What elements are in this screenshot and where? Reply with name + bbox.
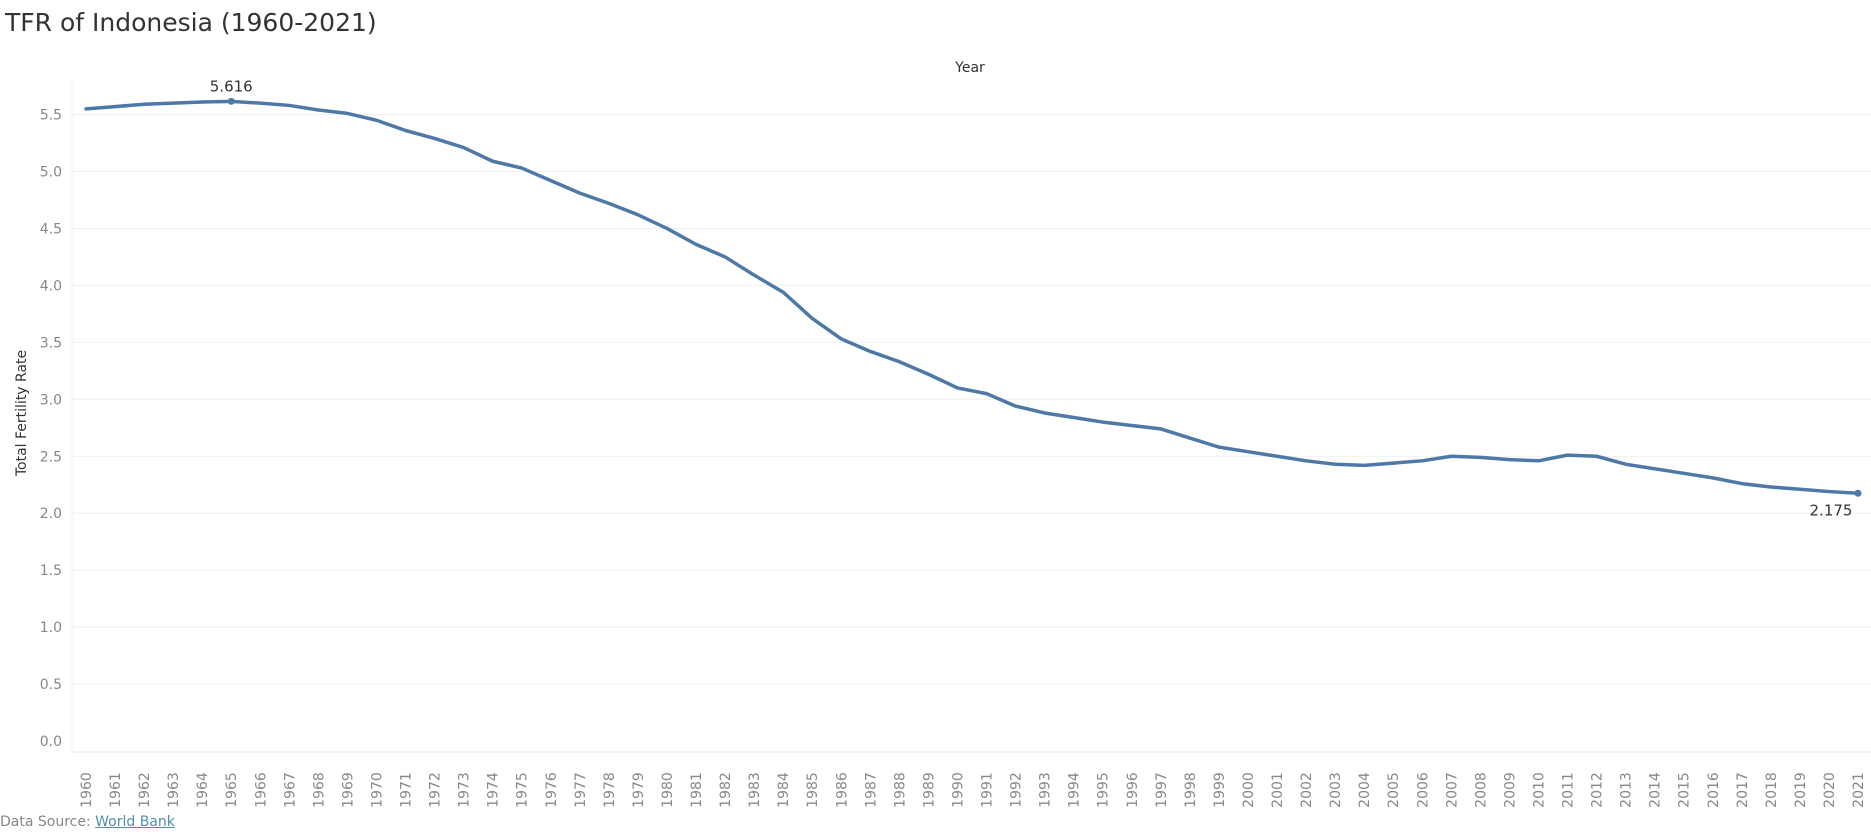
x-tick-label: 2010 — [1531, 772, 1547, 808]
x-tick-label: 2017 — [1735, 772, 1751, 808]
x-axis-title: Year — [954, 60, 985, 76]
x-tick-label: 1987 — [863, 772, 879, 808]
data-source-label: Data Source: — [0, 814, 96, 830]
x-tick-label: 1990 — [950, 772, 966, 808]
y-tick-label: 4.0 — [40, 278, 62, 294]
x-axis-ticks: 1960 1961 1962 1963 1964 1965 1966 1967 1968 1969… — [79, 772, 1867, 808]
x-tick-label: 2005 — [1386, 772, 1402, 808]
x-tick-label: 2020 — [1822, 772, 1838, 808]
x-tick-label: 1965 — [224, 772, 240, 808]
y-tick-label: 3.5 — [40, 335, 62, 351]
y-tick-label: 4.5 — [40, 221, 62, 237]
y-axis-ticks: 0.0 0.5 1.0 1.5 2.0 2.5 3.0 3.5 4.0 4.5 5.0 5.5 — [40, 108, 62, 750]
page-title: TFR of Indonesia (1960-2021) — [5, 8, 377, 37]
x-tick-label: 2008 — [1473, 772, 1489, 808]
y-tick-label: 0.0 — [40, 734, 62, 750]
x-tick-label: 1996 — [1125, 772, 1141, 808]
x-tick-label: 2004 — [1357, 772, 1373, 808]
x-tick-label: 1992 — [1009, 772, 1025, 808]
x-tick-label: 2002 — [1299, 772, 1315, 808]
x-tick-label: 1970 — [369, 772, 385, 808]
x-tick-label: 1962 — [137, 772, 153, 808]
x-tick-label: 1975 — [515, 772, 531, 808]
x-tick-label: 2014 — [1648, 772, 1664, 808]
x-tick-label: 2019 — [1793, 772, 1809, 808]
y-tick-label: 1.0 — [40, 620, 62, 636]
x-tick-label: 2016 — [1706, 772, 1722, 808]
x-tick-label: 1995 — [1096, 772, 1112, 808]
y-tick-label: 2.0 — [40, 506, 62, 522]
x-tick-label: 1972 — [428, 772, 444, 808]
data-point-1965 — [227, 97, 235, 105]
x-tick-label: 1994 — [1067, 772, 1083, 808]
x-tick-label: 1998 — [1183, 772, 1199, 808]
x-tick-label: 2021 — [1851, 772, 1867, 808]
x-tick-label: 1968 — [311, 772, 327, 808]
series-line — [84, 99, 1860, 496]
gridlines — [72, 114, 1871, 685]
x-tick-label: 2001 — [1270, 772, 1286, 808]
data-source-link[interactable]: World Bank — [95, 814, 175, 830]
x-tick-label: 1986 — [834, 772, 850, 808]
x-tick-label: 1976 — [544, 772, 560, 808]
y-tick-label: 0.5 — [40, 677, 62, 693]
x-tick-label: 2012 — [1590, 772, 1606, 808]
x-tick-label: 2009 — [1502, 772, 1518, 808]
x-tick-label: 1966 — [253, 772, 269, 808]
y-tick-label: 5.0 — [40, 165, 62, 181]
x-tick-label: 1973 — [457, 772, 473, 808]
x-tick-label: 1963 — [166, 772, 182, 808]
x-tick-label: 1964 — [195, 772, 211, 808]
x-tick-label: 2007 — [1444, 772, 1460, 808]
y-tick-label: 5.5 — [40, 108, 62, 124]
data-point-2021 — [1854, 489, 1862, 497]
x-tick-label: 2018 — [1764, 772, 1780, 808]
data-marks: 5.616 2.175 — [210, 77, 1862, 519]
x-tick-label: 2000 — [1241, 772, 1257, 808]
y-tick-label: 1.5 — [40, 563, 62, 579]
x-tick-label: 2015 — [1677, 772, 1693, 808]
x-tick-label: 1999 — [1212, 772, 1228, 808]
x-tick-label: 2003 — [1328, 772, 1344, 808]
x-tick-label: 2011 — [1561, 772, 1577, 808]
x-tick-label: 1960 — [79, 772, 95, 808]
x-tick-label: 1985 — [805, 772, 821, 808]
y-tick-label: 3.0 — [40, 392, 62, 408]
x-tick-label: 1984 — [776, 772, 792, 808]
data-source: Data Source: World Bank — [0, 814, 175, 830]
y-tick-label: 2.5 — [40, 449, 62, 465]
x-tick-label: 2013 — [1619, 772, 1635, 808]
x-tick-label: 1974 — [486, 772, 502, 808]
x-tick-label: 2006 — [1415, 772, 1431, 808]
x-tick-label: 1967 — [282, 772, 298, 808]
x-tick-label: 1983 — [747, 772, 763, 808]
x-tick-label: 1988 — [892, 772, 908, 808]
x-tick-label: 1989 — [921, 772, 937, 808]
data-label-2021: 2.175 — [1810, 501, 1853, 519]
x-tick-label: 1997 — [1154, 772, 1170, 808]
x-tick-label: 1982 — [718, 772, 734, 808]
x-tick-label: 1980 — [660, 772, 676, 808]
x-tick-label: 1979 — [631, 772, 647, 808]
data-label-1965: 5.616 — [210, 77, 253, 95]
x-tick-label: 1991 — [980, 772, 996, 808]
x-tick-label: 1981 — [689, 772, 705, 808]
y-axis-title: Total Fertility Rate — [14, 350, 30, 477]
x-tick-label: 1978 — [602, 772, 618, 808]
x-tick-label: 1969 — [340, 772, 356, 808]
x-tick-label: 1961 — [108, 772, 124, 808]
x-tick-label: 1993 — [1038, 772, 1054, 808]
x-tick-label: 1971 — [399, 772, 415, 808]
x-tick-label: 1977 — [573, 772, 589, 808]
